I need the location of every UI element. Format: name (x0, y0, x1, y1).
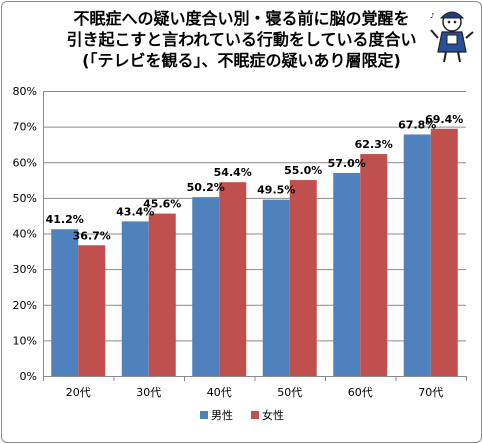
bar (403, 134, 431, 376)
x-tick-label: 40代 (207, 386, 232, 399)
data-label: 54.4% (214, 166, 252, 179)
bar (148, 213, 176, 376)
chart-title: 不眠症への疑い度合い別・寝る前に脳の覚醒を 引き起こすと言われている行動をしてい… (0, 8, 483, 71)
mascot-icon: ♪ (430, 11, 474, 63)
data-label: 55.0% (284, 164, 322, 177)
y-tick-label: 0% (20, 370, 37, 383)
bar (219, 182, 247, 376)
data-label: 43.4% (116, 205, 154, 218)
bar (121, 221, 149, 376)
data-label: 45.6% (143, 198, 181, 211)
y-tick-label: 20% (13, 299, 37, 312)
legend-swatch (251, 411, 259, 419)
bar (430, 128, 458, 376)
bar (262, 199, 290, 376)
y-tick-label: 10% (13, 334, 37, 347)
data-label: 62.3% (355, 138, 393, 151)
bars (51, 128, 458, 376)
x-tick-label: 50代 (277, 386, 302, 399)
data-label: 49.5% (257, 184, 295, 197)
title-line-3: (「テレビを観る」、不眠症の疑いあり層限定) (82, 51, 401, 70)
x-tick-label: 20代 (66, 386, 91, 399)
y-tick-label: 50% (13, 192, 37, 205)
y-tick-label: 40% (13, 228, 37, 241)
axes: 0% 10% 20% 30% 40% 50% 60% 70% 80% 20代 30代 40代 50代 60… (13, 85, 467, 399)
data-label: 50.2% (187, 181, 225, 194)
title-line-1: 不眠症への疑い度合い別・寝る前に脳の覚醒を (73, 9, 410, 28)
title-line-2: 引き起こすと言われている行動をしている度合い (66, 30, 417, 49)
x-tick-label: 30代 (136, 386, 161, 399)
x-tick-label: 60代 (348, 386, 373, 399)
legend-swatch (200, 411, 208, 419)
x-tick-label: 70代 (418, 386, 443, 399)
bar (360, 154, 388, 376)
data-label: 57.0% (328, 157, 366, 170)
legend-label: 女性 (262, 408, 284, 422)
data-label: 69.4% (425, 113, 463, 126)
data-label: 67.8% (398, 118, 436, 131)
bar (51, 229, 79, 376)
legend-label: 男性 (211, 408, 233, 422)
y-tick-label: 70% (13, 121, 37, 134)
bar (289, 180, 317, 376)
bar (78, 245, 106, 376)
y-tick-label: 80% (13, 85, 37, 98)
gridlines (43, 91, 466, 342)
data-label: 36.7% (73, 229, 111, 242)
bar (333, 172, 361, 376)
y-tick-label: 30% (13, 263, 37, 276)
legend: 男性 女性 (200, 408, 284, 422)
data-label: 41.2% (46, 213, 84, 226)
data-labels: 41.2% 36.7% 43.4%45.6% 50.2% 54.4% 49.5% 55.0%… (46, 113, 464, 242)
svg-text:♪: ♪ (430, 12, 434, 20)
bar (192, 197, 220, 376)
y-tick-label: 60% (13, 156, 37, 169)
